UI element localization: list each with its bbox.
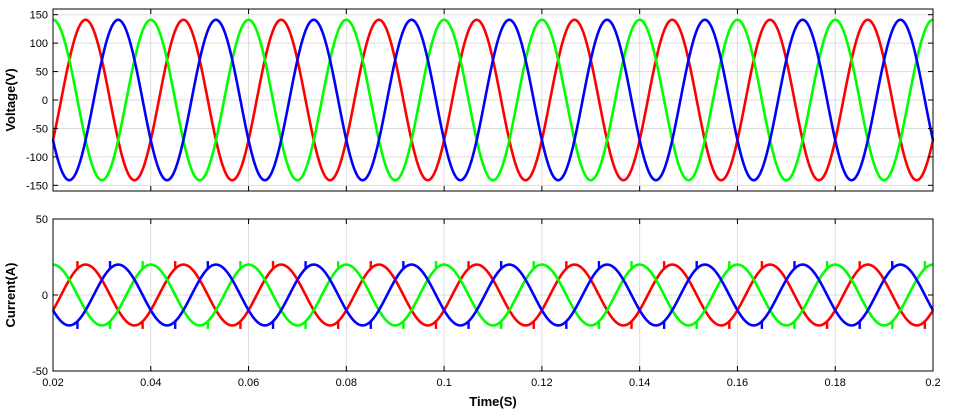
current-ylabel: Current(A) [3,263,18,328]
current-ytick-label: -50 [32,366,48,378]
time-xtick-label: 0.02 [42,377,63,389]
current-lines [51,261,935,329]
voltage-ytick-label: 100 [30,38,48,50]
voltage-ytick-label: -50 [32,123,48,135]
current-ytick-label: 50 [36,214,48,226]
time-xtick-label: 0.04 [140,377,161,389]
voltage-ytick-label: 150 [30,10,48,22]
voltage-ytick-label: -150 [26,180,48,192]
voltage-ylabel: Voltage(V) [3,68,18,131]
current-series-line-2 [52,263,934,327]
current-series-line-3 [51,263,935,327]
current-grid [52,218,934,372]
time-xtick-label: 0.16 [727,377,748,389]
voltage-subplot: -150 -100 -50 0 50 100 150 Voltage(V) [3,8,935,192]
current-yticks: -50 0 50 [32,214,933,378]
current-xticks: 0.02 0.04 0.06 0.08 0.1 0.12 0.14 0.16 0.18 0.2 [42,219,941,389]
voltage-ytick-label: -100 [26,152,48,164]
time-xtick-label: 0.06 [238,377,259,389]
voltage-ytick-label: 50 [36,67,48,79]
voltage-yticks: -150 -100 -50 0 50 100 150 [26,10,933,192]
time-xtick-label: 0.12 [531,377,552,389]
voltage-grid [52,9,934,191]
time-xtick-label: 0.2 [925,377,940,389]
time-xtick-label: 0.1 [436,377,451,389]
voltage-lines [51,18,935,182]
voltage-series-line-2 [52,18,934,182]
current-ytick-label: 0 [42,290,48,302]
time-xlabel: Time(S) [469,394,516,409]
time-xtick-label: 0.14 [629,377,650,389]
voltage-ytick-label: 0 [42,95,48,107]
time-xtick-label: 0.08 [336,377,357,389]
time-xtick-label: 0.18 [825,377,846,389]
voltage-xticks [52,9,934,191]
voltage-series-line-3 [51,18,935,182]
